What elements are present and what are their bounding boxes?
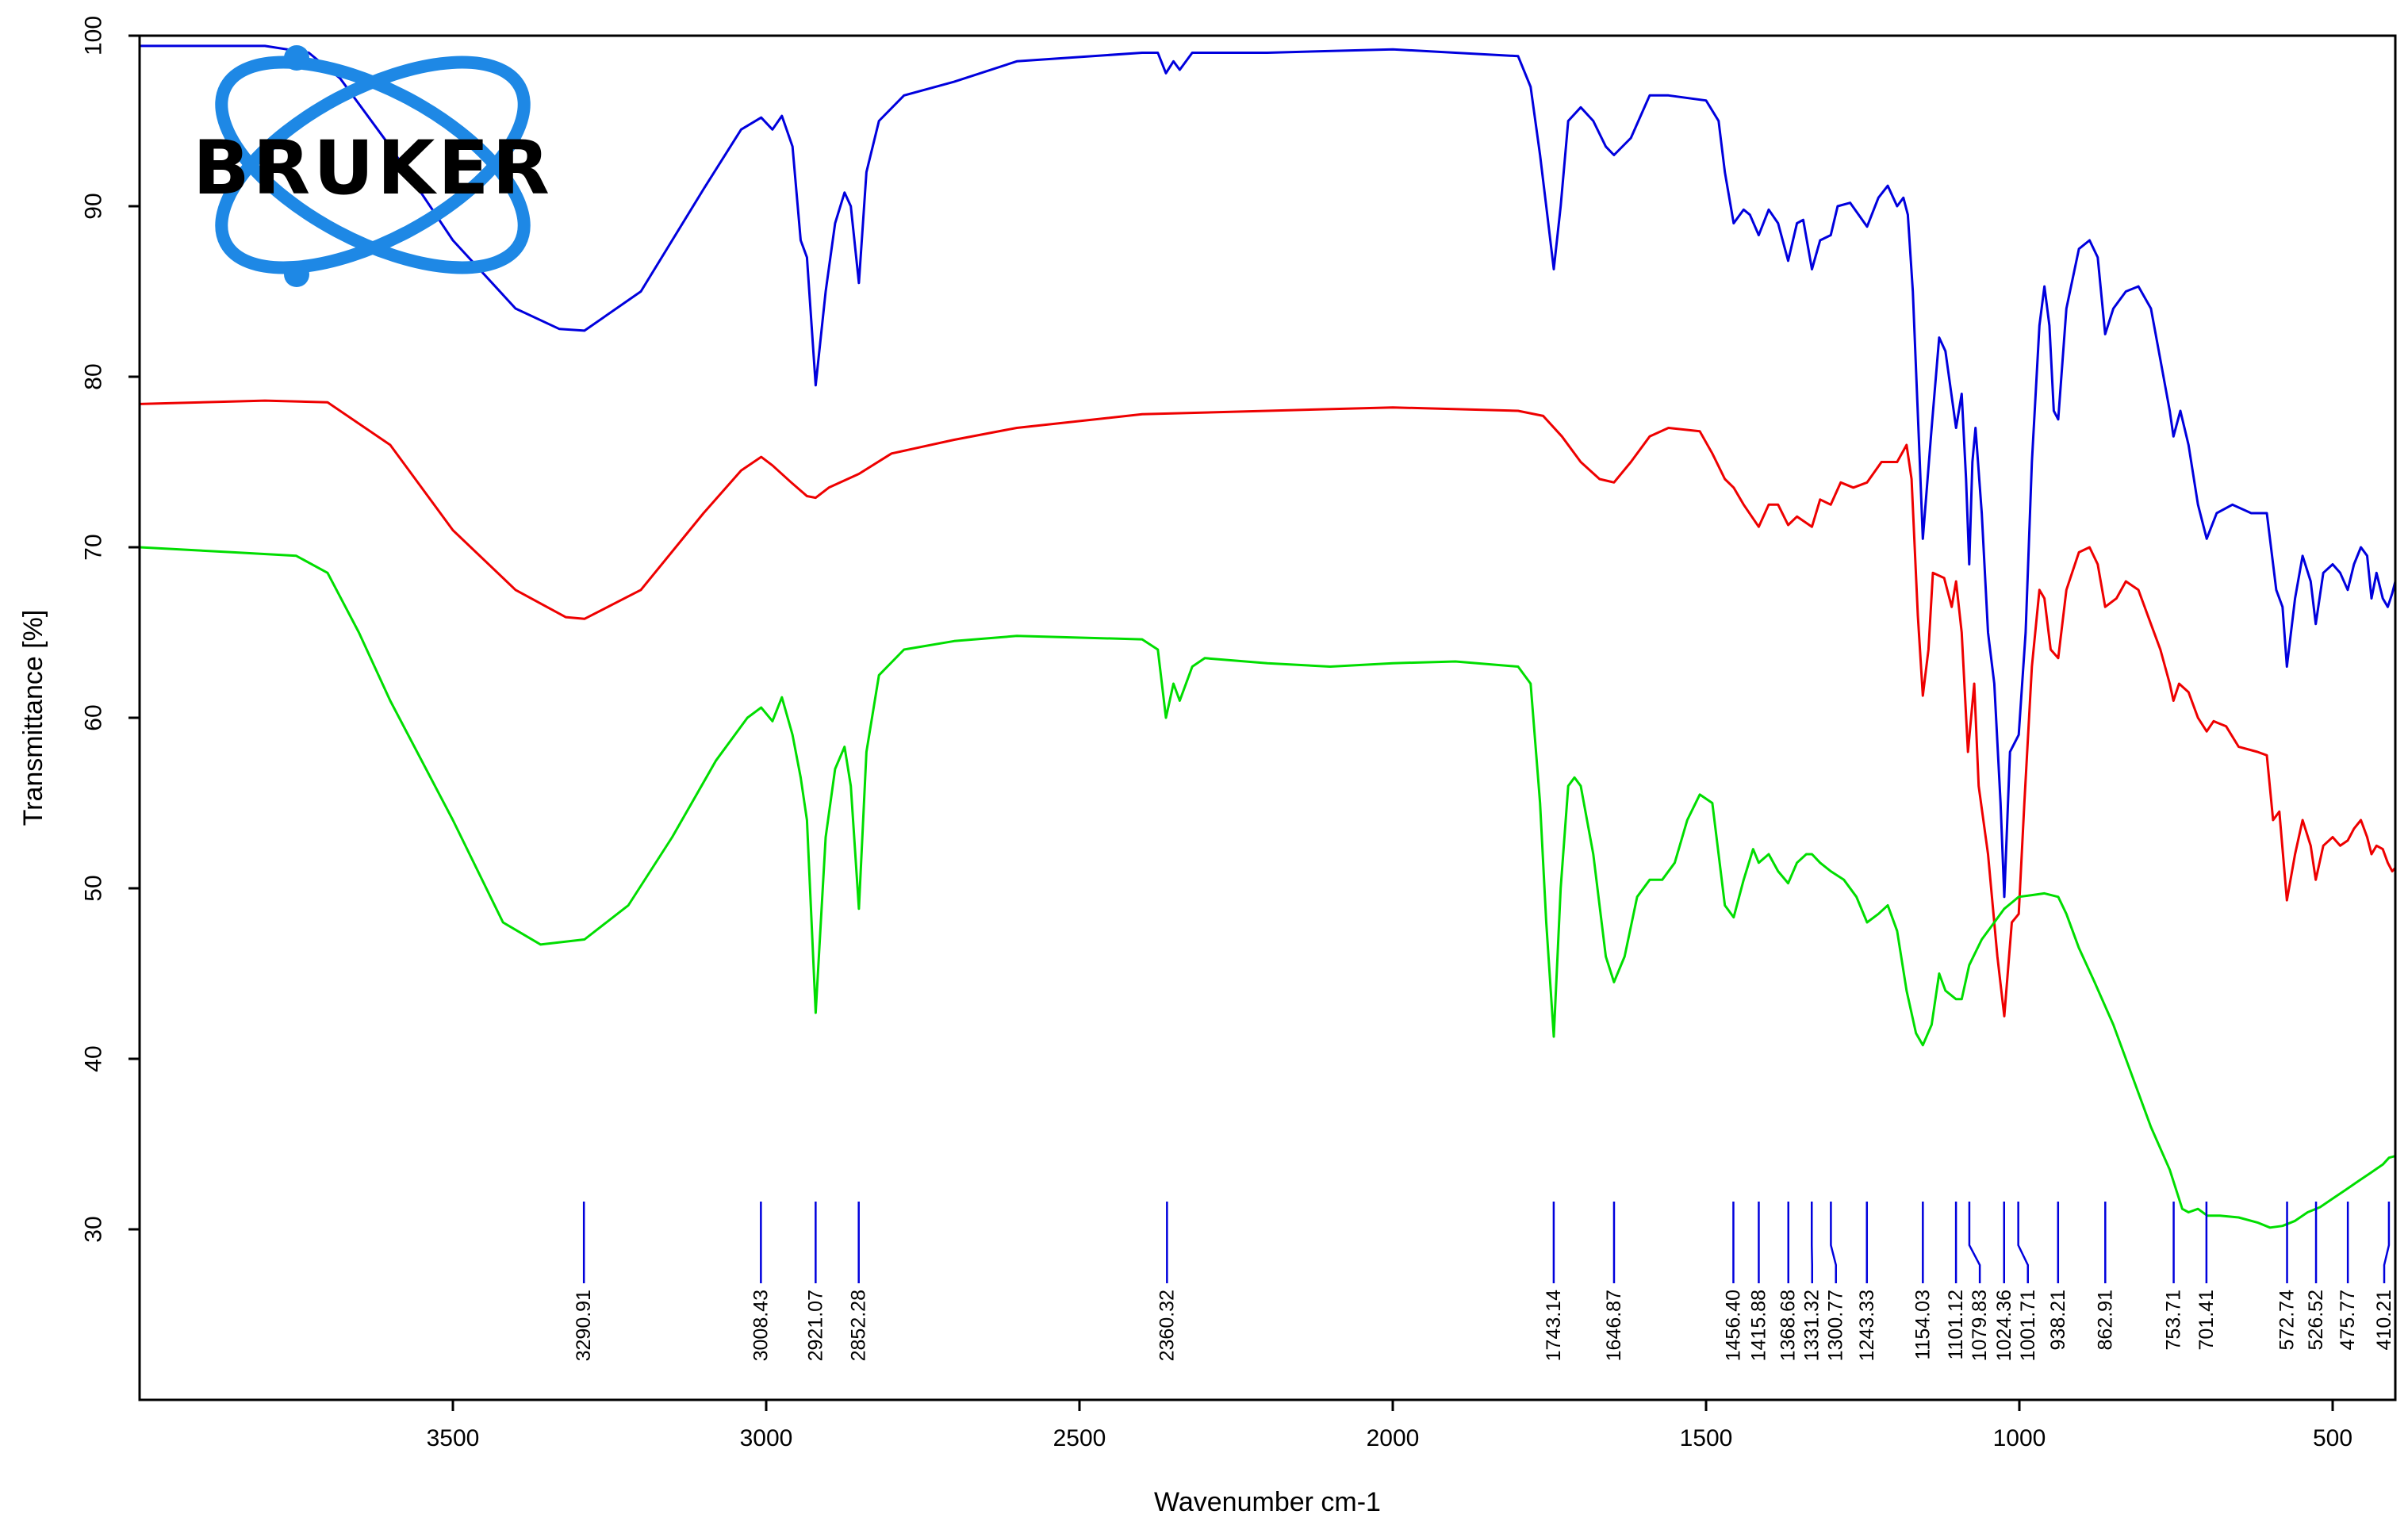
x-tick-label: 500 (2313, 1425, 2352, 1451)
peak-label: 753.71 (2163, 1290, 2185, 1350)
peak-label: 1079.83 (1969, 1290, 1991, 1361)
peak-marker-line (1830, 1202, 1837, 1283)
peak-label: 2852.28 (848, 1290, 870, 1361)
peak-marker-line (2383, 1202, 2391, 1283)
x-tick-label: 3500 (427, 1425, 480, 1451)
spectrum-traces (139, 44, 2397, 1229)
peak-label: 1415.88 (1747, 1290, 1770, 1361)
peak-label: 1456.40 (1722, 1290, 1744, 1361)
peak-label: 3008.43 (750, 1290, 772, 1361)
peak-label: 2360.32 (1156, 1290, 1178, 1361)
logo-orbit-2 (215, 56, 531, 274)
peak-label: 1368.68 (1777, 1290, 1800, 1361)
y-tick-label: 100 (81, 16, 107, 56)
spectrum-series-2 (139, 399, 2397, 1018)
peak-label: 2921.07 (804, 1290, 826, 1361)
peak-label: 1743.14 (1543, 1290, 1565, 1361)
peak-label: 1646.87 (1603, 1290, 1625, 1361)
spectrum-series-3 (139, 546, 2396, 1229)
peak-label: 526.52 (2305, 1290, 2327, 1350)
peak-label: 1154.03 (1911, 1290, 1934, 1360)
x-axis-ticks: 3500 3000 2500 2000 1500 1000 500 (427, 1400, 2352, 1451)
logo-orbit-1 (215, 56, 531, 274)
y-tick-label: 70 (81, 534, 107, 560)
spectrum-series-1 (140, 44, 2397, 899)
logo-wordmark: BRUKER (193, 125, 553, 212)
peak-label: 572.74 (2276, 1290, 2299, 1351)
y-tick-label: 90 (81, 193, 107, 219)
logo-dot-top (284, 45, 309, 71)
peak-label: 1243.33 (1856, 1290, 1878, 1361)
y-tick-label: 40 (81, 1045, 107, 1072)
peak-markers: 3290.91 3008.43 2921.07 2852.28 2360.32 1743.… (573, 1202, 2395, 1361)
peak-label: 3290.91 (573, 1290, 595, 1361)
bruker-logo: BRUKER (193, 45, 553, 287)
peak-label: 938.21 (2047, 1290, 2069, 1350)
x-tick-label: 1500 (1680, 1425, 1733, 1451)
peak-label: 1001.71 (2017, 1290, 2039, 1361)
x-tick-label: 2500 (1053, 1425, 1106, 1451)
x-axis-label: Wavenumber cm-1 (1154, 1487, 1381, 1517)
peak-marker-line (1968, 1202, 1981, 1283)
x-tick-label: 3000 (740, 1425, 793, 1451)
y-tick-label: 30 (81, 1216, 107, 1242)
x-tick-label: 2000 (1367, 1425, 1420, 1451)
peak-label: 475.77 (2337, 1290, 2359, 1350)
y-axis-label: Transmittance [%] (18, 610, 48, 826)
peak-label: 1024.36 (1993, 1290, 2015, 1361)
peak-label: 862.91 (2094, 1290, 2116, 1350)
peak-label: 1331.32 (1801, 1290, 1823, 1361)
peak-marker-line (2017, 1202, 2030, 1283)
y-tick-label: 80 (81, 363, 107, 389)
peak-label: 701.41 (2195, 1290, 2218, 1350)
x-tick-label: 1000 (1993, 1425, 2046, 1451)
peak-label: 1101.12 (1945, 1290, 1967, 1360)
peak-label: 410.21 (2373, 1290, 2395, 1350)
y-tick-label: 50 (81, 875, 107, 901)
y-axis-ticks: 30 40 50 60 70 80 90 100 (81, 16, 140, 1243)
peak-label: 1300.77 (1825, 1290, 1847, 1361)
y-tick-label: 60 (81, 704, 107, 730)
logo-dot-bottom (284, 262, 309, 287)
